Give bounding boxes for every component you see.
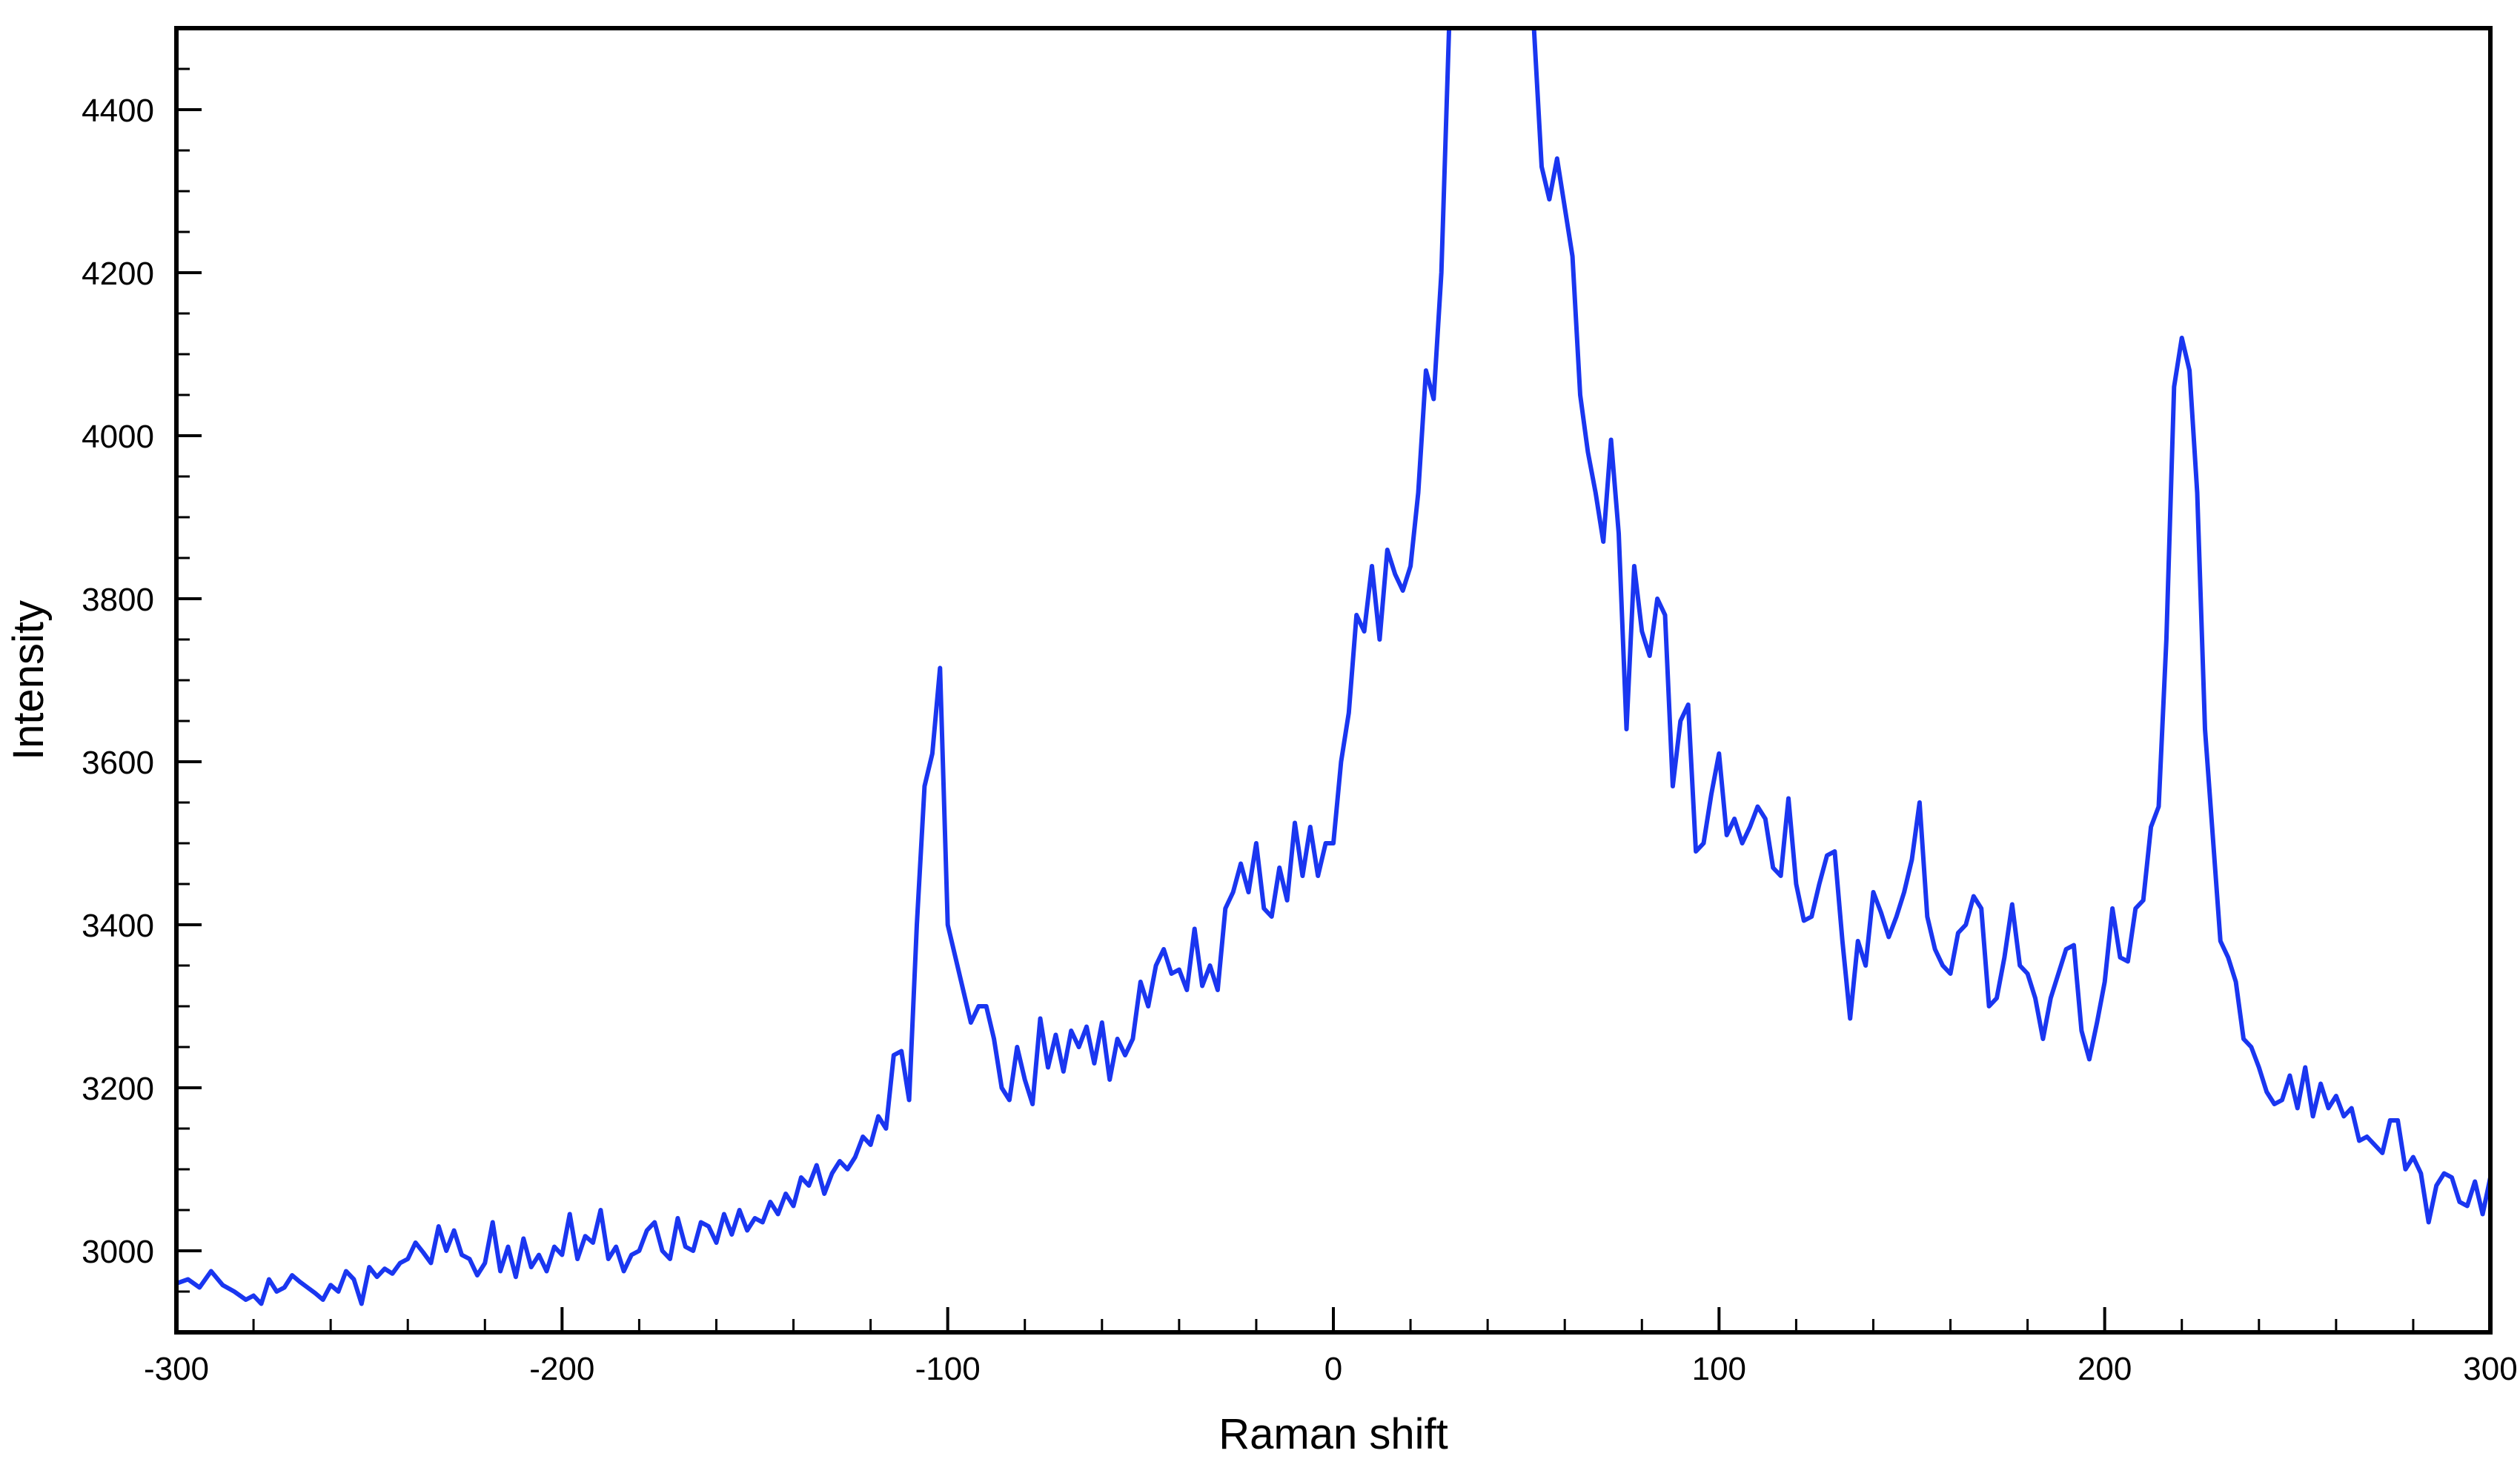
- minor-tick-layer: [176, 27, 2415, 1334]
- x-tick-label: 0: [1324, 1351, 1342, 1387]
- y-tick-label: 4200: [82, 256, 154, 292]
- y-tick-label: 3200: [82, 1071, 154, 1107]
- y-tick-label: 4400: [82, 93, 154, 129]
- x-tick-label: -200: [529, 1351, 594, 1387]
- series-layer: [176, 28, 2490, 1306]
- y-tick-label: 3800: [82, 582, 154, 618]
- y-tick-label: 3000: [82, 1234, 154, 1270]
- y-tick-label: 4000: [82, 419, 154, 455]
- x-tick-label: -100: [915, 1351, 981, 1387]
- y-axis-title: Intensity: [4, 600, 53, 760]
- series-line-1: [176, 28, 2490, 1306]
- y-tick-label: 3600: [82, 745, 154, 781]
- plot-frame: [174, 26, 2493, 1335]
- x-axis-title: Raman shift: [1218, 1410, 1448, 1458]
- x-tick-label: -300: [144, 1351, 209, 1387]
- x-tick-labels: -300 -200 -100 0 100 200 300: [144, 1351, 2518, 1387]
- x-tick-label: 100: [1692, 1351, 1746, 1387]
- y-tick-labels: 3000 3200 3400 3600 3800 4000 4200 4400: [82, 93, 154, 1270]
- x-tick-label: 300: [2463, 1351, 2517, 1387]
- x-tick-label: 200: [2078, 1351, 2132, 1387]
- major-tick-layer: [175, 108, 2492, 1332]
- y-tick-label: 3400: [82, 908, 154, 944]
